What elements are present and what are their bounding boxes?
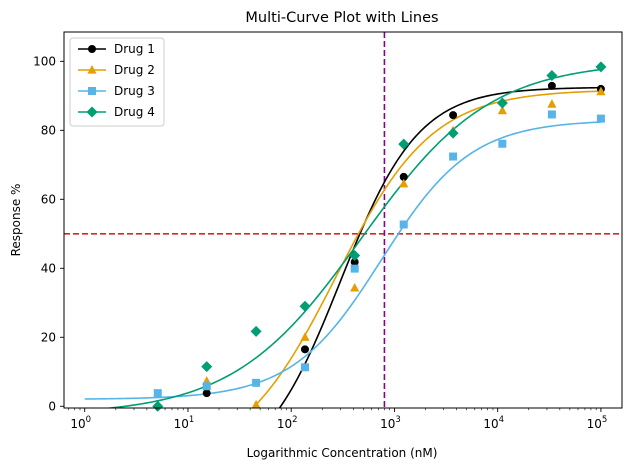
data-point-series-4: [250, 325, 262, 337]
data-point-series-2: [547, 99, 557, 108]
x-tick-label: 102: [277, 415, 298, 431]
y-tick-label: 100: [33, 54, 56, 68]
data-point-series-1: [300, 345, 309, 354]
x-tick-label: 104: [483, 415, 504, 431]
data-point-series-4: [546, 69, 558, 81]
legend-marker-2: [87, 65, 97, 74]
data-markers: [152, 61, 607, 412]
y-tick-label: 80: [41, 123, 56, 137]
data-point-series-4: [398, 138, 410, 150]
data-point-series-3: [300, 363, 309, 372]
x-tick-label: 100: [70, 415, 91, 431]
data-point-series-2: [497, 105, 507, 115]
data-point-series-2: [596, 86, 606, 96]
legend-box: [69, 37, 165, 127]
legend-marker-1: [88, 45, 96, 53]
fit-curves: [84, 68, 602, 408]
data-point-series-2: [350, 282, 360, 292]
legend: Drug 1 Drug 2 Drug 3 Drug 4: [69, 37, 165, 127]
fit-curve-4: [102, 68, 602, 408]
legend-label-3: Drug 3: [114, 84, 155, 98]
y-tick-label: 40: [41, 261, 56, 275]
y-tick-label: 20: [41, 330, 56, 344]
y-axis-ticks: 0 20 40 60 80 100: [33, 54, 64, 413]
y-axis-label: Response %: [9, 184, 23, 257]
data-point-series-1: [350, 258, 359, 267]
x-tick-label: 105: [587, 415, 608, 431]
data-point-series-3: [153, 389, 162, 398]
data-point-series-3: [449, 152, 458, 161]
data-point-series-1: [202, 389, 211, 398]
data-point-series-3: [202, 382, 211, 391]
x-tick-label: 101: [174, 415, 195, 431]
data-point-series-4: [201, 361, 213, 373]
data-point-series-4: [595, 61, 607, 73]
data-point-series-4: [299, 300, 311, 312]
data-point-series-4: [349, 250, 361, 262]
data-point-series-3: [547, 110, 556, 119]
y-tick-label: 0: [48, 399, 56, 413]
data-point-series-3: [399, 220, 408, 229]
data-point-series-1: [449, 111, 458, 120]
data-point-series-1: [399, 172, 408, 181]
legend-label-1: Drug 1: [114, 42, 155, 56]
y-tick-label: 60: [41, 192, 56, 206]
x-tick-label: 103: [380, 415, 401, 431]
data-point-series-3: [498, 139, 507, 148]
data-point-series-4: [496, 97, 508, 109]
chart-title: Multi-Curve Plot with Lines: [245, 10, 438, 26]
data-point-series-3: [350, 264, 359, 273]
legend-label-4: Drug 4: [114, 105, 155, 119]
data-point-series-2: [399, 178, 409, 188]
data-point-series-3: [596, 114, 605, 123]
data-point-series-3: [252, 378, 261, 387]
data-point-series-4: [152, 400, 164, 412]
legend-label-2: Drug 2: [114, 63, 155, 77]
data-point-series-2: [251, 399, 261, 409]
reference-lines: [64, 32, 622, 408]
plot-frame: [63, 31, 623, 409]
fit-curve-3: [84, 121, 601, 400]
data-point-series-4: [447, 127, 459, 139]
x-axis-label: Logarithmic Concentration (nM): [247, 446, 438, 460]
data-point-series-2: [300, 332, 310, 341]
data-point-series-1: [547, 81, 556, 90]
legend-marker-4: [86, 106, 98, 118]
x-axis-ticks: 100 101 102 103 104 105: [68, 408, 608, 431]
legend-marker-3: [88, 87, 96, 95]
